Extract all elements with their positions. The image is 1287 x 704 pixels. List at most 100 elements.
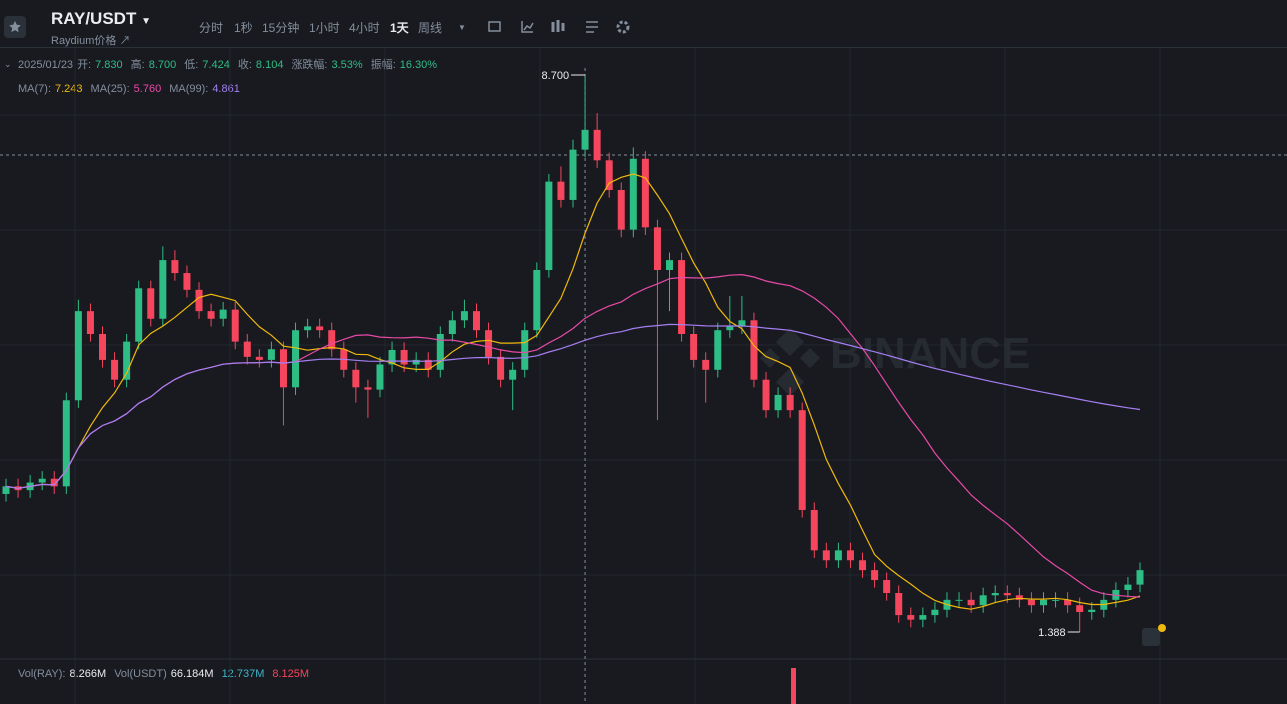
interval-tab[interactable]: 4小时 xyxy=(349,21,380,35)
candle-body xyxy=(159,260,167,319)
icon[interactable] xyxy=(616,20,630,34)
interval-tab[interactable]: 1秒 xyxy=(234,21,253,35)
favorite-button[interactable] xyxy=(4,16,26,38)
ma-value: 7.243 xyxy=(55,83,83,95)
chart: BINANCE 8.700 1.388 ⌄ xyxy=(0,48,1287,704)
candle-body xyxy=(183,273,191,290)
candle-body xyxy=(714,330,722,370)
candle-body xyxy=(653,227,661,271)
candle-body xyxy=(1088,609,1096,613)
date: 2025/01/23 xyxy=(18,59,74,71)
candle-body xyxy=(774,394,782,411)
candle-body xyxy=(702,359,710,370)
vol-value: 12.737M xyxy=(221,668,265,680)
candle-body xyxy=(617,190,625,230)
candle-body xyxy=(231,309,239,342)
ma-label: MA(25): xyxy=(90,83,130,95)
ohlc-value: 16.30% xyxy=(399,59,438,71)
icon[interactable] xyxy=(586,21,598,33)
icon[interactable] xyxy=(521,21,534,33)
notes-dot xyxy=(1158,624,1166,632)
candle-body xyxy=(895,592,903,616)
candle-body xyxy=(279,349,287,388)
pane-caret: ⌄ xyxy=(4,59,12,69)
vol-label: Vol(USDT) xyxy=(114,668,167,680)
candle-body xyxy=(328,330,336,350)
icon[interactable] xyxy=(488,21,501,32)
symbol-text: RAY/USDT xyxy=(51,9,137,28)
candle-body xyxy=(255,356,263,360)
candle-body xyxy=(991,592,999,596)
candle-body xyxy=(304,326,312,331)
candle-body xyxy=(533,270,541,331)
candle-body xyxy=(810,509,818,551)
candle-body xyxy=(171,260,179,274)
candle-body xyxy=(859,560,867,571)
candle-body xyxy=(641,158,649,228)
dropdown-caret: ▼ xyxy=(141,16,151,27)
candle-body xyxy=(907,615,915,620)
candle-body xyxy=(750,320,758,380)
candle-body xyxy=(521,330,529,370)
candle-body xyxy=(1039,599,1047,606)
vol-label: Vol(RAY): xyxy=(18,668,66,680)
candle-body xyxy=(762,379,770,411)
candle-body xyxy=(931,609,939,616)
candle-body xyxy=(376,364,384,390)
candle-body xyxy=(1052,599,1060,601)
notes-button[interactable] xyxy=(1142,628,1160,646)
icon[interactable] xyxy=(551,20,565,32)
candle-body xyxy=(605,160,613,191)
candle-body xyxy=(99,333,107,360)
interval-tab[interactable]: 周线 xyxy=(418,21,443,35)
candle-body xyxy=(497,356,505,380)
candle-body xyxy=(352,369,360,388)
ohlc-bar: 2025/01/23 开: 7.830 高: 8.700 低: 7.424 收: 8.104 涨跌… xyxy=(18,56,449,72)
toolbar: RAY/USDT ▼ Raydium价格 ↗ 分时 1秒 15分钟 1小时 4小时 1天周… xyxy=(0,0,1287,48)
candle-body xyxy=(1076,605,1084,613)
vol-value: 66.184M xyxy=(170,668,214,680)
candle-body xyxy=(798,410,806,510)
candle-body xyxy=(509,369,517,380)
ma-value: 4.861 xyxy=(212,83,240,95)
vol-bar: Vol(RAY): 8.266M Vol(USDT) 66.184M 12.737M 8.… xyxy=(18,668,317,680)
candle-body xyxy=(690,333,698,360)
ma-value: 5.760 xyxy=(133,83,162,95)
candle-body xyxy=(2,486,10,494)
ohlc-label: 振幅: xyxy=(370,59,396,71)
symbol[interactable]: RAY/USDT ▼ xyxy=(51,9,151,29)
ohlc-label: 收: xyxy=(237,59,252,71)
candle-body xyxy=(147,288,155,319)
interval-tab[interactable]: 分时 xyxy=(199,21,224,35)
subtitle[interactable]: Raydium价格 ↗ xyxy=(51,35,131,47)
ohlc-value: 7.830 xyxy=(95,59,123,71)
interval-more[interactable]: ▼ xyxy=(458,23,466,32)
interval-tab[interactable]: 1小时 xyxy=(309,21,340,35)
star-icon xyxy=(9,21,21,33)
candle-body xyxy=(871,570,879,581)
candle-body xyxy=(38,478,46,483)
candle-body xyxy=(485,330,493,357)
candle-body xyxy=(545,181,553,271)
candle-body xyxy=(846,550,854,561)
candle-body xyxy=(1064,599,1072,606)
candle-body xyxy=(400,349,408,365)
tool-icons xyxy=(488,20,630,34)
interval-tab[interactable]: 1天 xyxy=(390,21,409,35)
candle-body xyxy=(738,320,746,327)
candle-body xyxy=(726,326,734,331)
ohlc-value: 8.104 xyxy=(255,59,284,71)
interval-tab[interactable]: 15分钟 xyxy=(262,21,300,35)
ohlc-label: 开: xyxy=(77,59,92,71)
ohlc-label: 低: xyxy=(184,59,199,71)
candle-body xyxy=(883,580,891,593)
candle-body xyxy=(219,309,227,319)
candle-body xyxy=(62,400,70,487)
ohlc-value: 3.53% xyxy=(331,59,363,71)
candle-body xyxy=(919,615,927,620)
candle-body xyxy=(1136,570,1144,585)
candle-body xyxy=(267,349,275,360)
candle-body xyxy=(629,158,637,230)
candle-body xyxy=(967,599,975,606)
